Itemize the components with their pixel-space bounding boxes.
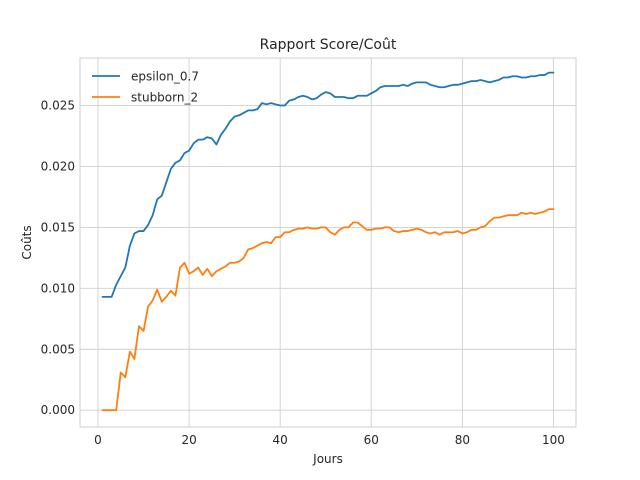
chart-title: Rapport Score/Coût <box>260 37 397 53</box>
grid <box>79 57 577 428</box>
x-tick-label: 0 <box>94 433 102 447</box>
legend-label-stubborn: stubborn_2 <box>131 91 198 105</box>
y-tick-label: 0.015 <box>41 220 75 234</box>
y-tick-label: 0.005 <box>41 342 75 356</box>
x-axis-label: Jours <box>312 452 343 466</box>
y-axis-label: Coûts <box>20 225 34 259</box>
x-tick-label: 100 <box>542 433 565 447</box>
y-tick-label: 0.000 <box>41 403 75 417</box>
plot-frame <box>79 57 577 428</box>
series-line-stubborn-2 <box>101 208 555 412</box>
legend: epsilon_0.7 stubborn_2 <box>92 70 199 105</box>
series-group <box>101 71 555 412</box>
x-tick-label: 60 <box>364 433 379 447</box>
x-tick-label: 20 <box>181 433 196 447</box>
tick-labels: 0 20 40 60 80 100 0.000 0.005 0.010 0.015 0.020 0.0… <box>41 99 565 447</box>
x-tick-label: 80 <box>455 433 470 447</box>
y-tick-label: 0.020 <box>41 159 75 173</box>
y-tick-label: 0.025 <box>41 99 75 113</box>
plot-area <box>80 58 576 427</box>
legend-label-epsilon: epsilon_0.7 <box>131 70 199 84</box>
x-tick-label: 40 <box>273 433 288 447</box>
series-line-epsilon-0-7 <box>101 71 555 298</box>
y-tick-label: 0.010 <box>41 281 75 295</box>
